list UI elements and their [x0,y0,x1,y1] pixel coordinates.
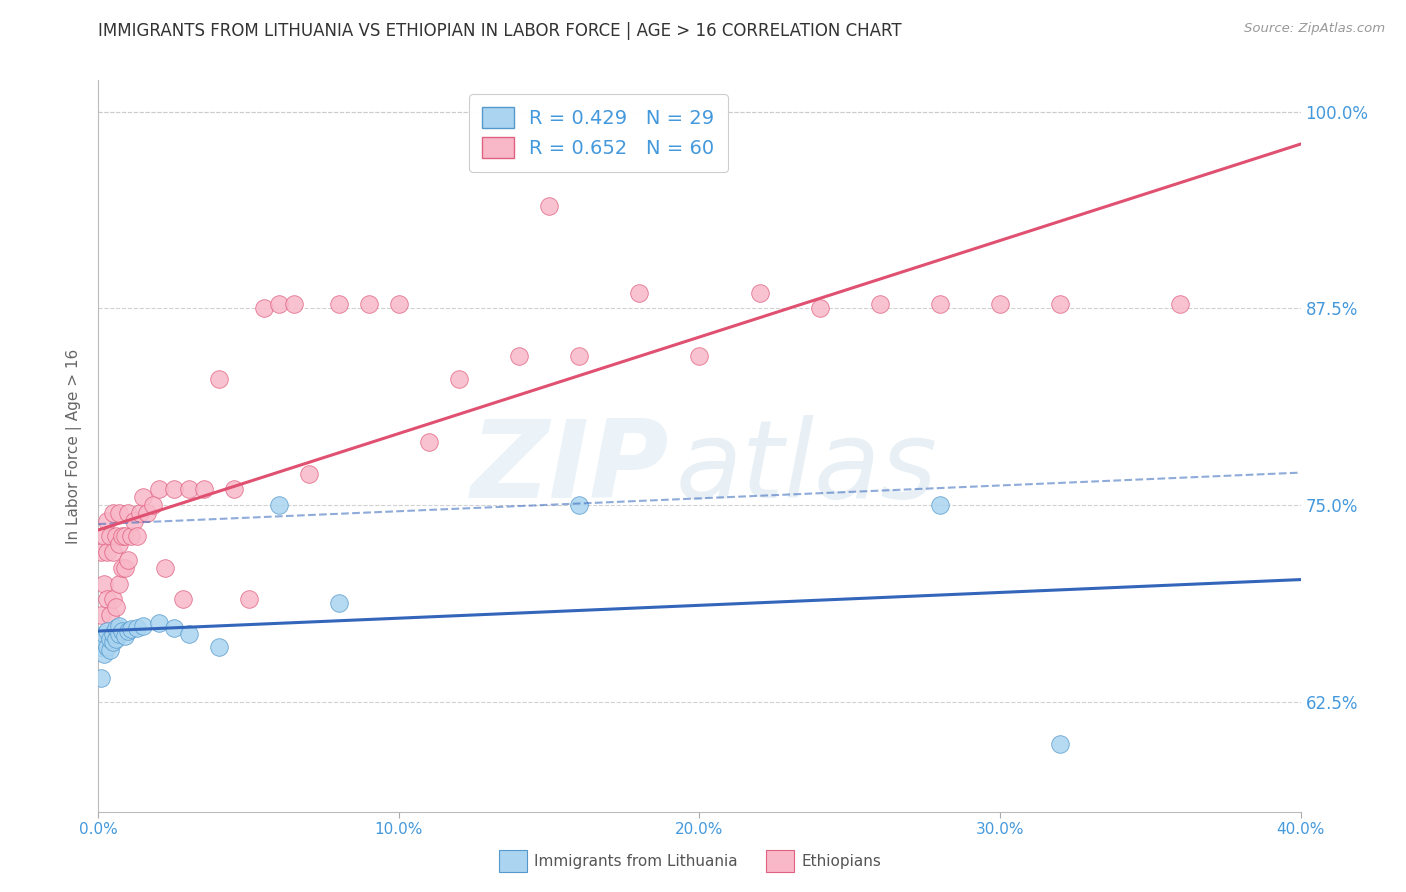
Point [93,648,115,662]
Point [108,576,131,591]
Point [96,592,118,607]
Point [93,627,115,641]
Point [208,640,231,654]
Point [538,199,561,213]
Point [172,592,194,607]
Y-axis label: In Labor Force | Age > 16: In Labor Force | Age > 16 [66,349,83,543]
Point [283,296,305,310]
Point [267,498,290,512]
Point [117,553,139,567]
Point [689,349,711,363]
Point [103,545,125,559]
Point [162,621,184,635]
Point [929,498,952,512]
Point [388,296,411,310]
Point [105,632,128,646]
Point [96,545,118,559]
Point [96,514,118,528]
Point [568,498,591,512]
Point [141,498,163,512]
Point [135,506,157,520]
Point [103,635,125,649]
Point [1049,737,1071,751]
Point [929,296,952,310]
Point [90,671,112,685]
Point [1170,296,1192,310]
Text: atlas: atlas [675,416,938,520]
Point [93,529,115,543]
Point [328,296,350,310]
Point [177,627,200,641]
Point [111,561,134,575]
Point [100,608,122,623]
Point [93,576,115,591]
Point [132,490,155,504]
Point [808,301,831,316]
Point [105,600,128,615]
Point [208,372,231,386]
Point [90,545,112,559]
Point [103,627,125,641]
Point [103,592,125,607]
Text: ZIP: ZIP [471,415,669,521]
Point [238,592,260,607]
Point [628,285,651,300]
Point [90,640,112,654]
Point [100,529,122,543]
Point [124,514,146,528]
Point [177,482,200,496]
Point [105,529,128,543]
Point [148,615,170,630]
Point [108,619,131,633]
Point [418,435,440,450]
Point [1049,296,1071,310]
Point [100,642,122,657]
Point [357,296,380,310]
Point [103,506,125,520]
Point [121,622,143,636]
Point [222,482,245,496]
Text: Source: ZipAtlas.com: Source: ZipAtlas.com [1244,22,1385,36]
Point [267,296,290,310]
Point [114,628,136,642]
Point [96,640,118,654]
Point [153,561,176,575]
Point [108,627,131,641]
Point [114,529,136,543]
Text: IMMIGRANTS FROM LITHUANIA VS ETHIOPIAN IN LABOR FORCE | AGE > 16 CORRELATION CHA: IMMIGRANTS FROM LITHUANIA VS ETHIOPIAN I… [98,22,903,40]
Point [568,349,591,363]
Point [117,624,139,638]
Point [117,506,139,520]
Point [298,467,321,481]
Point [114,561,136,575]
Point [129,506,152,520]
Point [508,349,530,363]
Point [447,372,470,386]
Point [253,301,276,316]
Point [100,632,122,646]
Point [90,608,112,623]
Point [162,482,184,496]
Point [132,619,155,633]
Point [127,621,149,635]
Point [108,506,131,520]
Point [988,296,1011,310]
Point [105,621,128,635]
Point [108,537,131,551]
Point [148,482,170,496]
Point [111,529,134,543]
Point [111,624,134,638]
Point [748,285,770,300]
Legend: R = 0.429   N = 29, R = 0.652   N = 60: R = 0.429 N = 29, R = 0.652 N = 60 [468,94,728,172]
Text: Ethiopians: Ethiopians [801,854,882,869]
Point [121,529,143,543]
Point [127,529,149,543]
Point [328,595,350,609]
Point [96,624,118,638]
Text: Immigrants from Lithuania: Immigrants from Lithuania [534,854,738,869]
Point [869,296,891,310]
Point [193,482,215,496]
